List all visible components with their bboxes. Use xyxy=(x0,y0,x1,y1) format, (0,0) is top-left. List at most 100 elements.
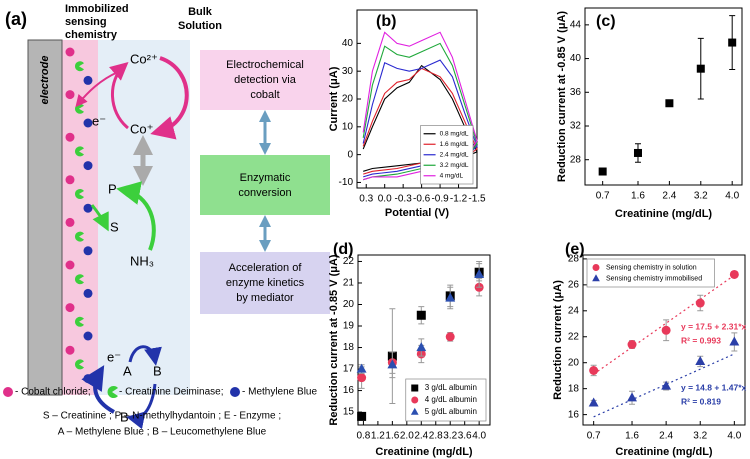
deiminase xyxy=(75,146,84,157)
series-line xyxy=(362,31,478,181)
cobalt xyxy=(65,303,75,313)
methylene-blue xyxy=(83,203,93,213)
box-text: enzyme kinetics xyxy=(226,277,305,289)
x-tick-label: 1.6 xyxy=(385,431,399,442)
y-tick-label: 21 xyxy=(343,278,355,289)
x-tick-label: -0.3 xyxy=(395,194,413,205)
box xyxy=(200,155,330,215)
cycle-arrow xyxy=(109,62,129,130)
box-text: cobalt xyxy=(250,89,279,101)
reaction-arrow xyxy=(90,204,109,232)
marker xyxy=(416,342,427,352)
y-tick-label: 32 xyxy=(570,121,582,132)
marker xyxy=(661,325,671,335)
electrode xyxy=(27,39,63,396)
legend-box xyxy=(405,378,487,422)
series-line xyxy=(362,64,478,172)
y-tick-label: 17 xyxy=(343,364,355,375)
fit-r2: R² = 0.993 xyxy=(681,335,721,345)
marker xyxy=(627,340,637,350)
x-tick-label: 3.2 xyxy=(443,431,457,442)
y-tick-label: 19 xyxy=(343,321,355,332)
x-axis-title: Creatinine (mg/dL) xyxy=(615,208,713,220)
fit-line xyxy=(593,353,735,418)
cobalt xyxy=(65,217,75,227)
electron-arrow xyxy=(75,71,119,108)
y-tick-label: 30 xyxy=(342,66,354,77)
panel-label: (d) xyxy=(333,241,353,258)
series-line xyxy=(362,59,478,178)
note: S – Creatinine ; P – N-methylhydantoin ;… xyxy=(43,411,281,422)
marker xyxy=(598,167,607,176)
y-axis-title: Current (μA) xyxy=(328,66,340,131)
cycle-arrow xyxy=(81,365,116,414)
header: Immobilized xyxy=(65,3,129,15)
marker xyxy=(589,365,599,375)
cobalt xyxy=(65,47,75,57)
y-tick-label: 26 xyxy=(568,279,580,290)
species: A xyxy=(123,363,132,378)
marker xyxy=(696,64,705,73)
y-tick-label: 28 xyxy=(570,154,582,165)
plot-frame xyxy=(582,254,746,426)
deiminase xyxy=(75,316,84,327)
species: Co⁺ xyxy=(130,121,153,136)
x-tick-label: 1.2 xyxy=(371,431,385,442)
legend-label: Sensing chemistry in solution xyxy=(606,264,697,271)
methylene-blue xyxy=(83,374,93,384)
y-axis-title: Reduction current (μA) xyxy=(552,280,564,400)
cobalt xyxy=(65,260,75,270)
legend-label: 5 g/dL albumin xyxy=(425,407,477,416)
methylene-blue xyxy=(83,118,93,128)
fit-line xyxy=(593,274,735,375)
x-tick-label: 2.0 xyxy=(400,431,414,442)
marker xyxy=(728,38,737,47)
plot-frame xyxy=(357,254,491,426)
y-tick-label: 18 xyxy=(568,383,580,394)
y-tick-label: 20 xyxy=(342,94,354,105)
x-tick-label: 0.0 xyxy=(378,194,392,205)
x-axis-title: Creatinine (mg/dL) xyxy=(615,446,713,458)
cobalt xyxy=(65,90,75,100)
legend-label: 3 g/dL albumin xyxy=(425,383,477,392)
box xyxy=(200,252,330,314)
marker xyxy=(445,292,456,302)
x-tick-label: 1.6 xyxy=(625,431,639,442)
species: S xyxy=(110,219,119,234)
y-tick-label: 40 xyxy=(570,53,582,64)
cycle-arrow xyxy=(150,56,189,140)
cobalt xyxy=(65,345,75,355)
marker xyxy=(627,392,637,402)
y-tick-label: 22 xyxy=(568,331,580,342)
methylene-blue xyxy=(83,331,93,341)
marker xyxy=(445,332,455,342)
x-tick-label: 0.3 xyxy=(359,194,373,205)
y-tick-label: 16 xyxy=(343,385,355,396)
box-text: by mediator xyxy=(236,292,294,304)
methylene-blue xyxy=(83,288,93,298)
panel-label: (c) xyxy=(596,13,616,30)
legend-text: - Creatinine Deiminase; xyxy=(119,387,224,398)
legend-icon xyxy=(230,387,240,397)
legend-icon xyxy=(3,387,13,397)
x-tick-label: 0.7 xyxy=(587,431,601,442)
species: Co²⁺ xyxy=(130,51,158,66)
y-tick-label: 0 xyxy=(347,149,353,160)
x-tick-label: 4.0 xyxy=(727,431,741,442)
species: e⁻ xyxy=(92,113,106,128)
marker xyxy=(411,396,419,404)
x-tick-label: -0.6 xyxy=(413,194,431,205)
x-tick-label: 2.4 xyxy=(414,431,428,442)
box xyxy=(200,50,330,110)
header: sensing xyxy=(65,16,107,28)
methylene-blue xyxy=(83,161,93,171)
legend-label: 3.2 mg/dL xyxy=(440,162,469,169)
legend-label: Sensing chemistry immobilised xyxy=(606,275,702,282)
y-tick-label: 18 xyxy=(343,342,355,353)
y-tick-label: 40 xyxy=(342,38,354,49)
legend-label: 0.8 mg/dL xyxy=(440,130,469,137)
x-tick-label: 4.0 xyxy=(725,191,739,202)
marker xyxy=(665,99,674,108)
y-tick-label: 28 xyxy=(568,254,580,265)
